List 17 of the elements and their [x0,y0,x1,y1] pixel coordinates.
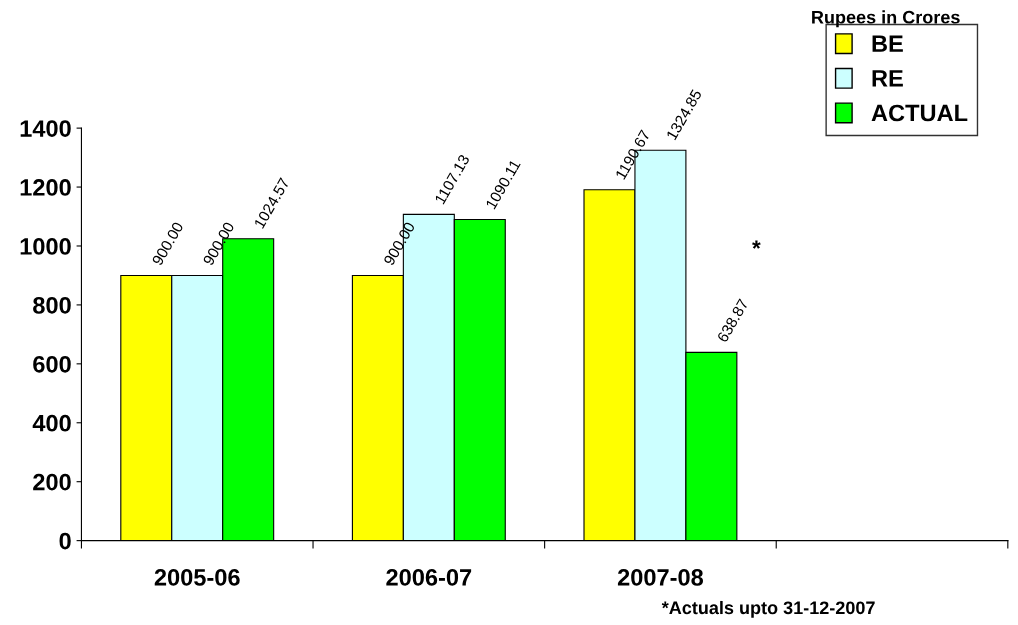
x-tick-label: 2007-08 [617,569,704,586]
text: *Actuals upto 31-12-2007 [661,600,875,618]
y-tick-label: 1400 [20,120,71,137]
legend-label: ACTUAL [871,104,968,122]
y-tick-label: 600 [33,355,71,373]
x-tick-label: 2005-06 [154,569,240,586]
y-tick-label: 800 [33,296,71,314]
y-tick-label: 200 [33,473,71,491]
y-tick-label: 400 [32,414,71,432]
text: Rupees in Crores [812,10,960,28]
y-tick-label: 0 [59,532,71,550]
annotation: * [752,240,761,249]
y-tick-label: 1000 [20,238,71,255]
x-tick-label: 2006-07 [386,569,472,586]
legend-label: BE [872,35,903,52]
legend-label: RE [872,70,903,87]
y-tick-label: 1200 [20,179,71,196]
